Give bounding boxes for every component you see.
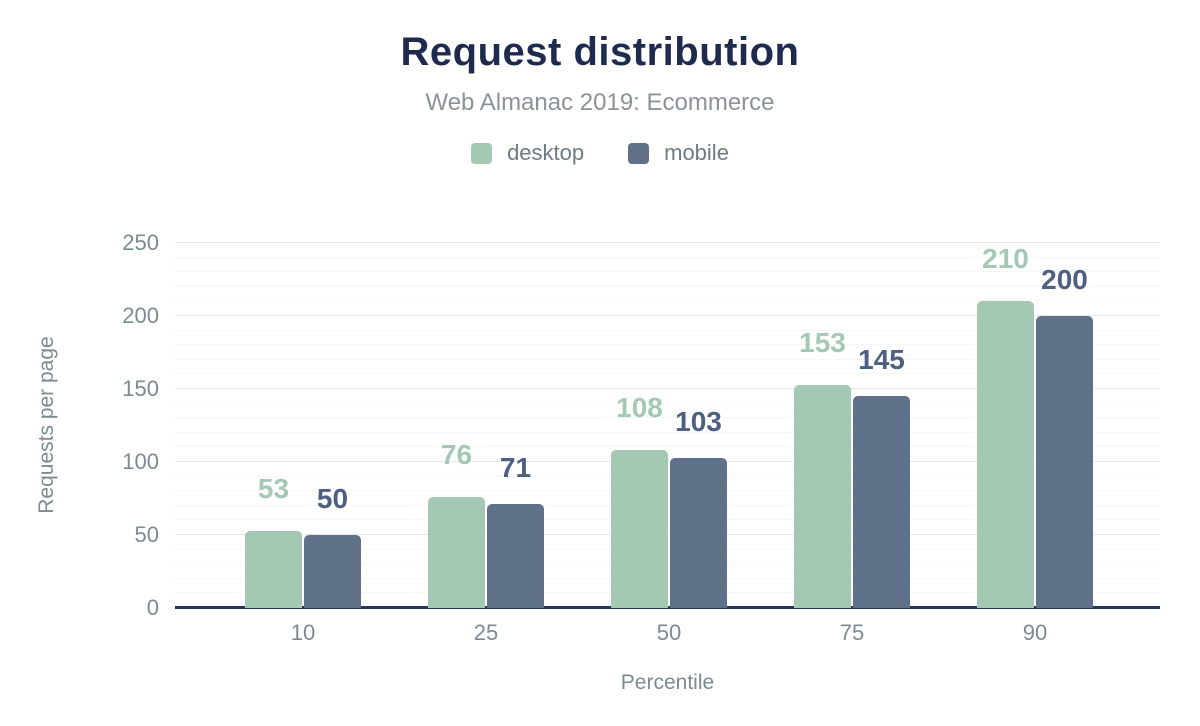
legend-label-desktop: desktop [507,140,585,165]
y-tick-label: 0 [146,595,159,620]
value-label-desktop-50: 108 [616,392,663,424]
bar-desktop-25[interactable] [428,497,485,608]
chart-title: Request distribution [400,30,800,74]
gridline-major [175,388,1160,389]
x-tick-label: 90 [1022,620,1048,645]
gridline-minor [175,358,1160,360]
gridline-major [175,242,1160,243]
x-tick-label: 10 [290,620,316,645]
gridline-minor [175,271,1160,273]
value-label-desktop-25: 76 [440,439,473,471]
y-tick-label: 150 [122,376,159,401]
y-tick-label: 100 [122,449,159,474]
x-tick-label: 75 [839,620,865,645]
x-axis-title: Percentile [620,671,715,694]
gridline-minor [175,329,1160,331]
legend-item-desktop[interactable]: desktop [471,140,584,166]
x-tick-label: 25 [473,620,499,645]
gridline-minor [175,300,1160,302]
gridline-minor [175,285,1160,287]
gridline-minor [175,402,1160,404]
gridline-minor [175,344,1160,346]
bar-mobile-10[interactable] [304,535,361,608]
mobile-swatch-icon [628,142,650,164]
y-axis-title: Requests per page [35,336,58,514]
bar-desktop-75[interactable] [794,384,851,608]
gridline-minor [175,446,1160,448]
bar-desktop-10[interactable] [245,530,302,608]
gridline-minor [175,256,1160,258]
value-label-mobile-10: 50 [316,483,349,514]
bar-mobile-50[interactable] [670,457,727,608]
value-label-mobile-25: 71 [499,452,532,484]
y-tick-label: 50 [134,522,159,547]
bar-mobile-90[interactable] [1036,316,1093,608]
gridline-major [175,315,1160,316]
y-tick-label: 200 [122,303,159,328]
legend: desktop mobile [0,140,1200,166]
value-label-desktop-10: 53 [257,472,290,504]
gridline-minor [175,431,1160,433]
bar-mobile-25[interactable] [487,504,544,608]
value-label-desktop-90: 210 [982,243,1029,275]
value-label-mobile-50: 103 [675,405,722,437]
legend-label-mobile: mobile [664,140,729,165]
desktop-swatch-icon [471,142,493,164]
x-tick-label: 50 [656,620,682,645]
value-label-mobile-75: 145 [858,344,905,376]
value-label-desktop-75: 153 [799,326,846,358]
gridline-minor [175,373,1160,375]
bar-mobile-75[interactable] [853,396,910,608]
gridline-minor [175,417,1160,419]
bar-desktop-90[interactable] [977,301,1034,608]
legend-item-mobile[interactable]: mobile [628,140,729,166]
chart-subtitle: Web Almanac 2019: Ecommerce [425,89,775,116]
bar-desktop-50[interactable] [611,450,668,608]
value-label-mobile-90: 200 [1041,264,1088,295]
plot-area: 53 50 76 71 108 103 153 145 210 200 [175,242,1160,609]
y-tick-label: 250 [122,230,159,255]
